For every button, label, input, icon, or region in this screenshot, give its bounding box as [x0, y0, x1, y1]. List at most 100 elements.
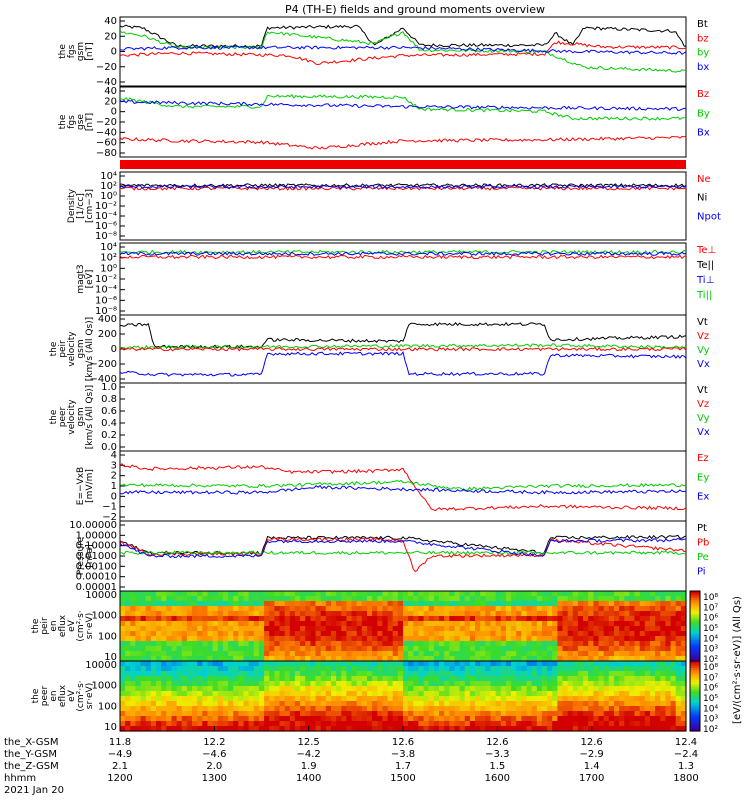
heatmap-cell [567, 701, 574, 707]
heatmap-cell [495, 706, 502, 712]
heatmap-cell [130, 676, 136, 682]
heatmap-cell [418, 651, 425, 657]
heatmap-cell [331, 681, 337, 687]
heatmap-cell [382, 686, 389, 692]
heatmap-cell [325, 721, 332, 727]
heatmap-cell [541, 646, 548, 652]
heatmap-cell [603, 696, 610, 702]
heatmap-cell [264, 651, 270, 657]
heatmap-cell [531, 601, 538, 607]
heatmap-cell [253, 711, 260, 717]
heatmap-cell [675, 591, 682, 597]
heatmap-cell [212, 601, 219, 607]
heatmap-cell [423, 606, 430, 612]
heatmap-cell [392, 621, 399, 627]
heatmap-cell [361, 646, 368, 652]
heatmap-cell [356, 671, 363, 677]
heatmap-cell [593, 606, 600, 612]
heatmap-cell [346, 591, 353, 597]
heatmap-cell [300, 611, 306, 617]
heatmap-cell [253, 671, 260, 677]
heatmap-cell [367, 646, 373, 652]
heatmap-cell [593, 666, 600, 672]
heatmap-cell [593, 671, 600, 677]
heatmap-cell [413, 631, 419, 637]
heatmap-cell [284, 711, 291, 717]
heatmap-cell [310, 666, 317, 672]
heatmap-cell [341, 706, 347, 712]
heatmap-cell [526, 711, 533, 717]
heatmap-cell [624, 701, 630, 707]
heatmap-cell [511, 671, 517, 677]
heatmap-cell [202, 681, 208, 687]
heatmap-cell [171, 726, 178, 732]
heatmap-cell [243, 686, 250, 692]
series-Bt [119, 24, 687, 49]
heatmap-cell [140, 711, 147, 717]
heatmap-cell [608, 711, 615, 717]
heatmap-cell [341, 636, 347, 642]
legend-Vz: Vz [697, 331, 709, 342]
heatmap-cell [675, 666, 682, 672]
heatmap-cell [228, 631, 234, 637]
heatmap-cell [629, 611, 636, 617]
heatmap-cell [562, 596, 569, 602]
heatmap-cell [171, 626, 178, 632]
colorbar-segment [690, 705, 700, 709]
heatmap-cell [614, 706, 620, 712]
heatmap-cell [279, 626, 286, 632]
heatmap-cell [665, 651, 672, 657]
panel-frame [119, 314, 687, 384]
heatmap-cell [387, 666, 394, 672]
heatmap-cell [269, 686, 275, 692]
heatmap-cell [207, 631, 214, 637]
heatmap-cell [639, 686, 646, 692]
heatmap-cell [634, 606, 641, 612]
heatmap-cell [449, 661, 455, 667]
heatmap-cell [572, 596, 579, 602]
heatmap-cell [680, 661, 687, 667]
heatmap-cell [475, 636, 481, 642]
heatmap-cell [511, 711, 517, 717]
heatmap-cell [639, 636, 646, 642]
heatmap-cell [356, 611, 363, 617]
heatmap-cell [562, 726, 569, 732]
heatmap-cell [536, 656, 543, 662]
heatmap-cell [418, 646, 425, 652]
heatmap-cell [505, 636, 512, 642]
heatmap-cell [331, 701, 337, 707]
heatmap-cell [428, 681, 435, 687]
heatmap-cell [310, 621, 317, 627]
heatmap-cell [639, 666, 646, 672]
heatmap-cell [572, 626, 579, 632]
heatmap-cell [614, 686, 620, 692]
x-row-label: the_Y-GSM [4, 749, 57, 760]
heatmap-cell [536, 666, 543, 672]
colorbar-segment [690, 712, 700, 716]
heatmap-cell [552, 726, 558, 732]
heatmap-cell [361, 711, 368, 717]
panel-frame [119, 171, 687, 241]
heatmap-cell [588, 676, 594, 682]
heatmap-cell [279, 651, 286, 657]
heatmap-cell [228, 721, 234, 727]
heatmap-cell [675, 601, 682, 607]
heatmap-cell [356, 666, 363, 672]
heatmap-cell [428, 711, 435, 717]
heatmap-cell [439, 631, 445, 637]
heatmap-cell [660, 656, 666, 662]
heatmap-cell [634, 716, 641, 722]
heatmap-cell [634, 706, 641, 712]
heatmap-cell [161, 656, 167, 662]
heatmap-cell [320, 671, 327, 677]
x-tick-label: 1200 [107, 773, 132, 784]
heatmap-cell [619, 591, 625, 597]
heatmap-cell [186, 701, 193, 707]
heatmap-cell [120, 656, 126, 662]
heatmap-cell [207, 636, 214, 642]
heatmap-cell [588, 696, 594, 702]
heatmap-cell [603, 631, 610, 637]
heatmap-cell [449, 711, 455, 717]
heatmap-cell [670, 626, 677, 632]
heatmap-cell [212, 611, 219, 617]
